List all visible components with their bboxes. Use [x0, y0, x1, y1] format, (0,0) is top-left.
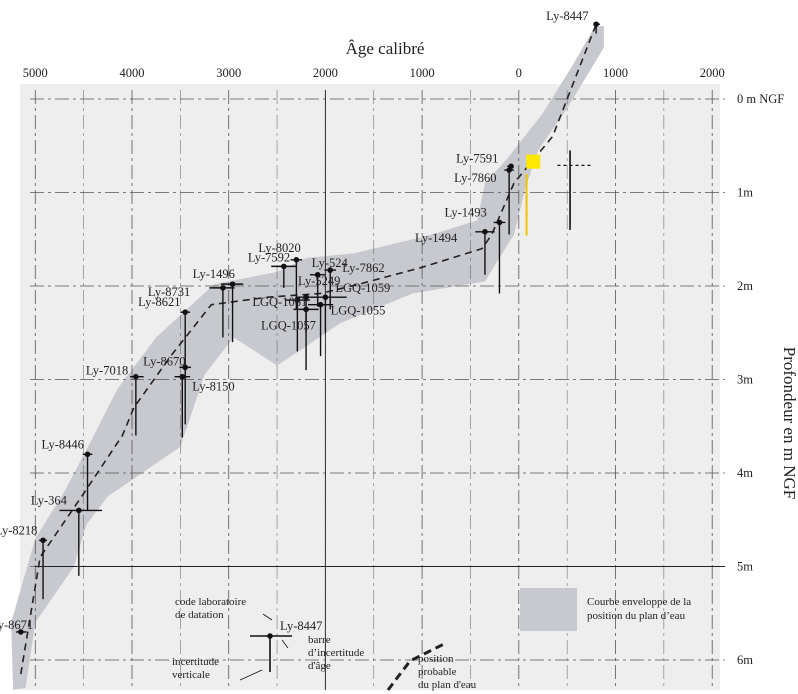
x-tick-label: 2000	[313, 66, 338, 80]
axes-group: 5000 4000 3000 2000 1000 0 1000 2000 0 m NGF 1m 2m…	[23, 66, 784, 690]
sample-label: Ly-8671	[0, 618, 33, 632]
sample-label: Ly-7862	[342, 261, 384, 275]
sample-label: LGQ-1057	[261, 318, 316, 332]
y-tick-label: 0 m NGF	[737, 92, 784, 106]
sample-point	[281, 263, 287, 270]
x-tick-label: 5000	[23, 66, 48, 80]
legend-vertical-text: incertitude verticale	[172, 656, 219, 681]
legend-age-pointer	[281, 639, 289, 649]
legend-envelope-text: Courbe enveloppe de la position du plan d…	[587, 596, 691, 622]
x-tick-label: 4000	[120, 66, 145, 80]
legend-vertical-pointer	[239, 669, 263, 681]
y-tick-label: 4m	[737, 466, 753, 480]
sample-label: Ly-7860	[454, 171, 496, 185]
legend-point	[267, 633, 273, 639]
sample-point	[506, 167, 512, 173]
y-tick-label: 3m	[737, 373, 753, 387]
sample-label: Ly-1494	[415, 231, 458, 245]
x-tick-label: 0	[516, 66, 522, 80]
sample-point	[182, 364, 188, 371]
sample-point	[17, 629, 24, 635]
sample-label: Ly-7592	[248, 250, 290, 264]
sample-point	[76, 507, 82, 514]
sample-point	[317, 301, 324, 308]
sample-point	[496, 219, 503, 226]
sample-point	[322, 294, 329, 301]
legend-water-line	[386, 641, 447, 691]
sample-point	[84, 451, 91, 458]
legend-envelope-swatch	[520, 588, 577, 631]
sample-point	[182, 309, 188, 315]
x-tick-label: 2000	[700, 66, 725, 80]
sample-label: Ly-1493	[444, 205, 486, 219]
points-group	[15, 21, 601, 635]
sample-point	[179, 373, 186, 380]
legend-code-text: code laboratoire de datation	[175, 596, 246, 621]
sample-point	[482, 228, 488, 235]
sample-label: Ly-524	[312, 256, 349, 270]
grid-group	[30, 90, 725, 690]
sample-point	[303, 294, 309, 301]
sample-label: Ly-8621	[138, 295, 180, 309]
sample-label: LGQ-1059	[335, 281, 390, 295]
x-axis-title: Âge calibré	[346, 39, 425, 58]
sample-label: Ly-5249	[298, 274, 340, 288]
sample-label: Ly-8150	[192, 380, 234, 394]
sample-label: Ly-8447	[546, 9, 588, 23]
sample-point	[314, 271, 321, 278]
sample-point	[220, 285, 226, 291]
y-axis-title: Profondeur en m NGF	[780, 347, 798, 500]
curve-group	[20, 23, 597, 675]
sample-point	[229, 281, 236, 287]
legend-age-bar-text: barre d’incertitude d'âge	[308, 634, 364, 672]
sample-point	[593, 21, 599, 28]
water-level-curve	[20, 23, 597, 675]
legend-water-text: position probable du plan d'eau	[418, 653, 477, 691]
sample-point	[293, 257, 300, 263]
highlight-square	[526, 154, 541, 169]
x-tick-label: 1000	[410, 66, 435, 80]
sample-label: Ly-7591	[456, 151, 498, 165]
sample-point	[294, 297, 301, 303]
sample-point	[40, 537, 46, 544]
sample-label: Ly-8670	[143, 354, 185, 368]
y-tick-label: 5m	[737, 560, 753, 574]
sample-label: Ly-7018	[86, 364, 128, 378]
sample-label: Ly-8446	[42, 437, 84, 451]
sample-label: Ly-364	[31, 493, 68, 507]
x-tick-label: 1000	[603, 66, 628, 80]
sample-label: Ly-8218	[0, 523, 37, 537]
y-tick-label: 1m	[737, 186, 753, 200]
y-tick-label: 6m	[737, 653, 753, 667]
y-tick-label: 2m	[737, 279, 753, 293]
sample-point	[303, 306, 309, 313]
sample-label: Ly-8731	[148, 285, 190, 299]
sample-label: Ly-1496	[193, 267, 235, 281]
legend-sample-label: Ly-8447	[280, 619, 322, 633]
sample-point	[327, 267, 334, 273]
x-tick-label: 3000	[216, 66, 241, 80]
sample-label: LGQ-1061	[252, 295, 307, 309]
sample-label: Ly-8020	[258, 241, 300, 255]
sample-label: LGQ-1055	[331, 304, 386, 318]
legend-code-pointer	[262, 613, 273, 621]
sample-labels-group: Ly-8447 Ly-7591 Ly-7860 Ly-1493 Ly-1494 Ly-80…	[0, 9, 589, 632]
sample-point	[133, 373, 139, 380]
